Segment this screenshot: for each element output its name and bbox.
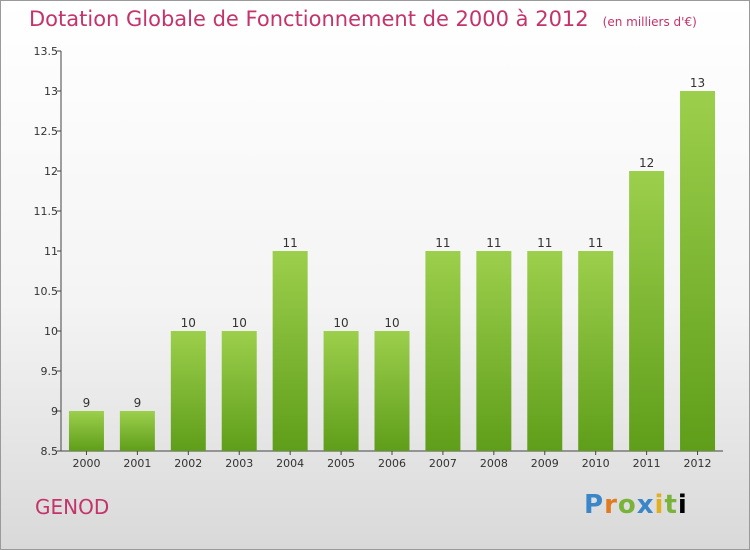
- bar-data-label: 12: [639, 156, 654, 170]
- bar-data-label: 11: [435, 236, 450, 250]
- bar: [374, 331, 410, 451]
- bar-data-label: 11: [486, 236, 501, 250]
- bar: [323, 331, 359, 451]
- bar-data-label: 10: [384, 316, 399, 330]
- bar: [476, 251, 512, 451]
- bar-data-label: 11: [283, 236, 298, 250]
- x-tick-label: 2002: [174, 457, 202, 470]
- x-tick-label: 2005: [327, 457, 355, 470]
- x-tick-label: 2007: [429, 457, 457, 470]
- chart-unit: (en milliers d'€): [602, 15, 697, 29]
- y-tick-label: 9.5: [41, 365, 59, 378]
- commune-name: GENOD: [35, 495, 110, 519]
- y-tick-label: 10.5: [34, 285, 59, 298]
- bar: [680, 91, 716, 451]
- logo-letter: t: [664, 490, 678, 520]
- bar: [425, 251, 461, 451]
- bar: [68, 411, 104, 451]
- x-tick-label: 2006: [378, 457, 406, 470]
- y-tick-label: 9: [51, 405, 58, 418]
- bar-data-label: 10: [232, 316, 247, 330]
- bar: [170, 331, 206, 451]
- logo-letter: r: [604, 490, 618, 520]
- bar-data-label: 9: [83, 396, 91, 410]
- bar: [221, 331, 257, 451]
- y-tick-label: 11: [44, 245, 58, 258]
- x-tick-label: 2012: [684, 457, 712, 470]
- logo-letter: i: [654, 490, 665, 520]
- x-tick-label: 2010: [582, 457, 610, 470]
- x-tick-label: 2004: [276, 457, 304, 470]
- x-tick-label: 2009: [531, 457, 559, 470]
- bar-data-label: 10: [333, 316, 348, 330]
- x-tick-label: 2011: [633, 457, 661, 470]
- bar: [578, 251, 614, 451]
- bar: [119, 411, 155, 451]
- y-tick-label: 12.5: [34, 125, 59, 138]
- x-tick-label: 2008: [480, 457, 508, 470]
- y-tick-label: 11.5: [34, 205, 59, 218]
- chart-title: Dotation Globale de Fonctionnement de 20…: [29, 7, 697, 31]
- y-tick-label: 12: [44, 165, 58, 178]
- x-tick-label: 2001: [123, 457, 151, 470]
- bar: [527, 251, 563, 451]
- y-tick-label: 10: [44, 325, 58, 338]
- bar-data-label: 11: [588, 236, 603, 250]
- bar-data-label: 9: [134, 396, 142, 410]
- bar-data-label: 10: [181, 316, 196, 330]
- y-tick-label: 8.5: [41, 445, 59, 458]
- chart-title-text: Dotation Globale de Fonctionnement de 20…: [29, 7, 589, 31]
- bar: [272, 251, 308, 451]
- logo-letter: i: [677, 490, 688, 520]
- y-tick-label: 13: [44, 85, 58, 98]
- bar-data-label: 11: [537, 236, 552, 250]
- bar: [629, 171, 665, 451]
- bar-data-label: 13: [690, 76, 705, 90]
- x-tick-label: 2000: [72, 457, 100, 470]
- x-tick-label: 2003: [225, 457, 253, 470]
- y-tick-label: 13.5: [34, 45, 59, 58]
- logo-letter: o: [617, 490, 637, 520]
- proxiti-logo: Proxiti: [584, 490, 688, 520]
- logo-letter: P: [584, 490, 605, 520]
- logo-letter: x: [636, 490, 655, 520]
